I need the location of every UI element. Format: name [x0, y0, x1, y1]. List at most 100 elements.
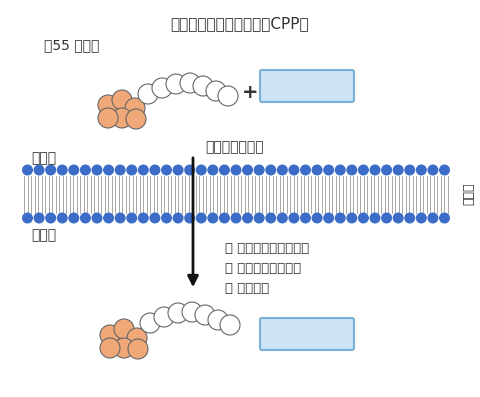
- Circle shape: [358, 212, 369, 224]
- Circle shape: [112, 108, 132, 128]
- Circle shape: [416, 164, 427, 175]
- Circle shape: [439, 164, 450, 175]
- Circle shape: [149, 212, 160, 224]
- Circle shape: [173, 164, 183, 175]
- Circle shape: [125, 98, 145, 118]
- Text: +: +: [242, 83, 258, 102]
- Circle shape: [34, 164, 45, 175]
- Text: ・ エンドサイトーシス: ・ エンドサイトーシス: [225, 241, 309, 254]
- Circle shape: [312, 164, 323, 175]
- Circle shape: [114, 338, 134, 358]
- Circle shape: [312, 212, 323, 224]
- Circle shape: [92, 164, 103, 175]
- Circle shape: [114, 319, 134, 339]
- Text: 細胞内: 細胞内: [31, 228, 57, 242]
- Text: 細胞膜透過性ペプチド（CPP）: 細胞膜透過性ペプチド（CPP）: [171, 16, 309, 31]
- Circle shape: [381, 212, 392, 224]
- Circle shape: [335, 164, 346, 175]
- Circle shape: [323, 164, 334, 175]
- Circle shape: [393, 164, 404, 175]
- Circle shape: [358, 164, 369, 175]
- Circle shape: [126, 164, 137, 175]
- Circle shape: [265, 212, 276, 224]
- Text: ・ 直接透過: ・ 直接透過: [225, 281, 269, 295]
- Circle shape: [277, 212, 288, 224]
- Circle shape: [219, 164, 230, 175]
- Circle shape: [253, 212, 264, 224]
- Circle shape: [242, 212, 253, 224]
- Circle shape: [103, 164, 114, 175]
- Circle shape: [335, 212, 346, 224]
- Circle shape: [126, 109, 146, 129]
- Circle shape: [230, 212, 241, 224]
- Circle shape: [219, 212, 230, 224]
- Circle shape: [195, 305, 215, 325]
- Circle shape: [182, 302, 202, 322]
- FancyBboxPatch shape: [260, 318, 354, 350]
- Circle shape: [100, 325, 120, 345]
- Circle shape: [196, 164, 207, 175]
- FancyBboxPatch shape: [260, 70, 354, 102]
- Circle shape: [196, 212, 207, 224]
- Text: 輸送物質: 輸送物質: [290, 79, 324, 93]
- Circle shape: [161, 164, 172, 175]
- Circle shape: [207, 164, 218, 175]
- Circle shape: [370, 164, 381, 175]
- Circle shape: [138, 164, 149, 175]
- Circle shape: [22, 212, 33, 224]
- Circle shape: [168, 303, 188, 323]
- Circle shape: [103, 212, 114, 224]
- Circle shape: [149, 164, 160, 175]
- Circle shape: [393, 212, 404, 224]
- Circle shape: [45, 164, 56, 175]
- Circle shape: [68, 164, 79, 175]
- Circle shape: [127, 328, 147, 348]
- Circle shape: [100, 338, 120, 358]
- Circle shape: [427, 164, 438, 175]
- Circle shape: [138, 84, 158, 104]
- Circle shape: [277, 164, 288, 175]
- Circle shape: [300, 164, 311, 175]
- Text: （55 種類）: （55 種類）: [44, 38, 100, 52]
- Circle shape: [22, 164, 33, 175]
- Circle shape: [220, 315, 240, 335]
- Circle shape: [242, 164, 253, 175]
- Text: （複合体形成）: （複合体形成）: [206, 140, 264, 154]
- Circle shape: [98, 95, 118, 115]
- Circle shape: [180, 73, 200, 93]
- Circle shape: [152, 78, 172, 98]
- Circle shape: [253, 164, 264, 175]
- Circle shape: [138, 212, 149, 224]
- Text: ・ ピノサイトーシス: ・ ピノサイトーシス: [225, 262, 301, 274]
- Circle shape: [98, 108, 118, 128]
- Circle shape: [439, 212, 450, 224]
- Circle shape: [208, 310, 228, 330]
- Circle shape: [80, 212, 91, 224]
- Circle shape: [112, 90, 132, 110]
- Circle shape: [206, 81, 226, 101]
- Circle shape: [161, 212, 172, 224]
- Text: 細胞外: 細胞外: [31, 151, 57, 165]
- Circle shape: [404, 164, 415, 175]
- Circle shape: [230, 164, 241, 175]
- Circle shape: [370, 212, 381, 224]
- Circle shape: [416, 212, 427, 224]
- Circle shape: [427, 212, 438, 224]
- Circle shape: [154, 307, 174, 327]
- Circle shape: [115, 212, 126, 224]
- Circle shape: [68, 212, 79, 224]
- Circle shape: [45, 212, 56, 224]
- Circle shape: [218, 86, 238, 106]
- Circle shape: [381, 164, 392, 175]
- Circle shape: [184, 164, 195, 175]
- Circle shape: [80, 164, 91, 175]
- Circle shape: [57, 164, 68, 175]
- Circle shape: [323, 212, 334, 224]
- Circle shape: [193, 76, 213, 96]
- Circle shape: [140, 313, 160, 333]
- Circle shape: [92, 212, 103, 224]
- Circle shape: [404, 212, 415, 224]
- Text: 細胞膜: 細胞膜: [463, 183, 476, 205]
- Circle shape: [57, 212, 68, 224]
- Circle shape: [184, 212, 195, 224]
